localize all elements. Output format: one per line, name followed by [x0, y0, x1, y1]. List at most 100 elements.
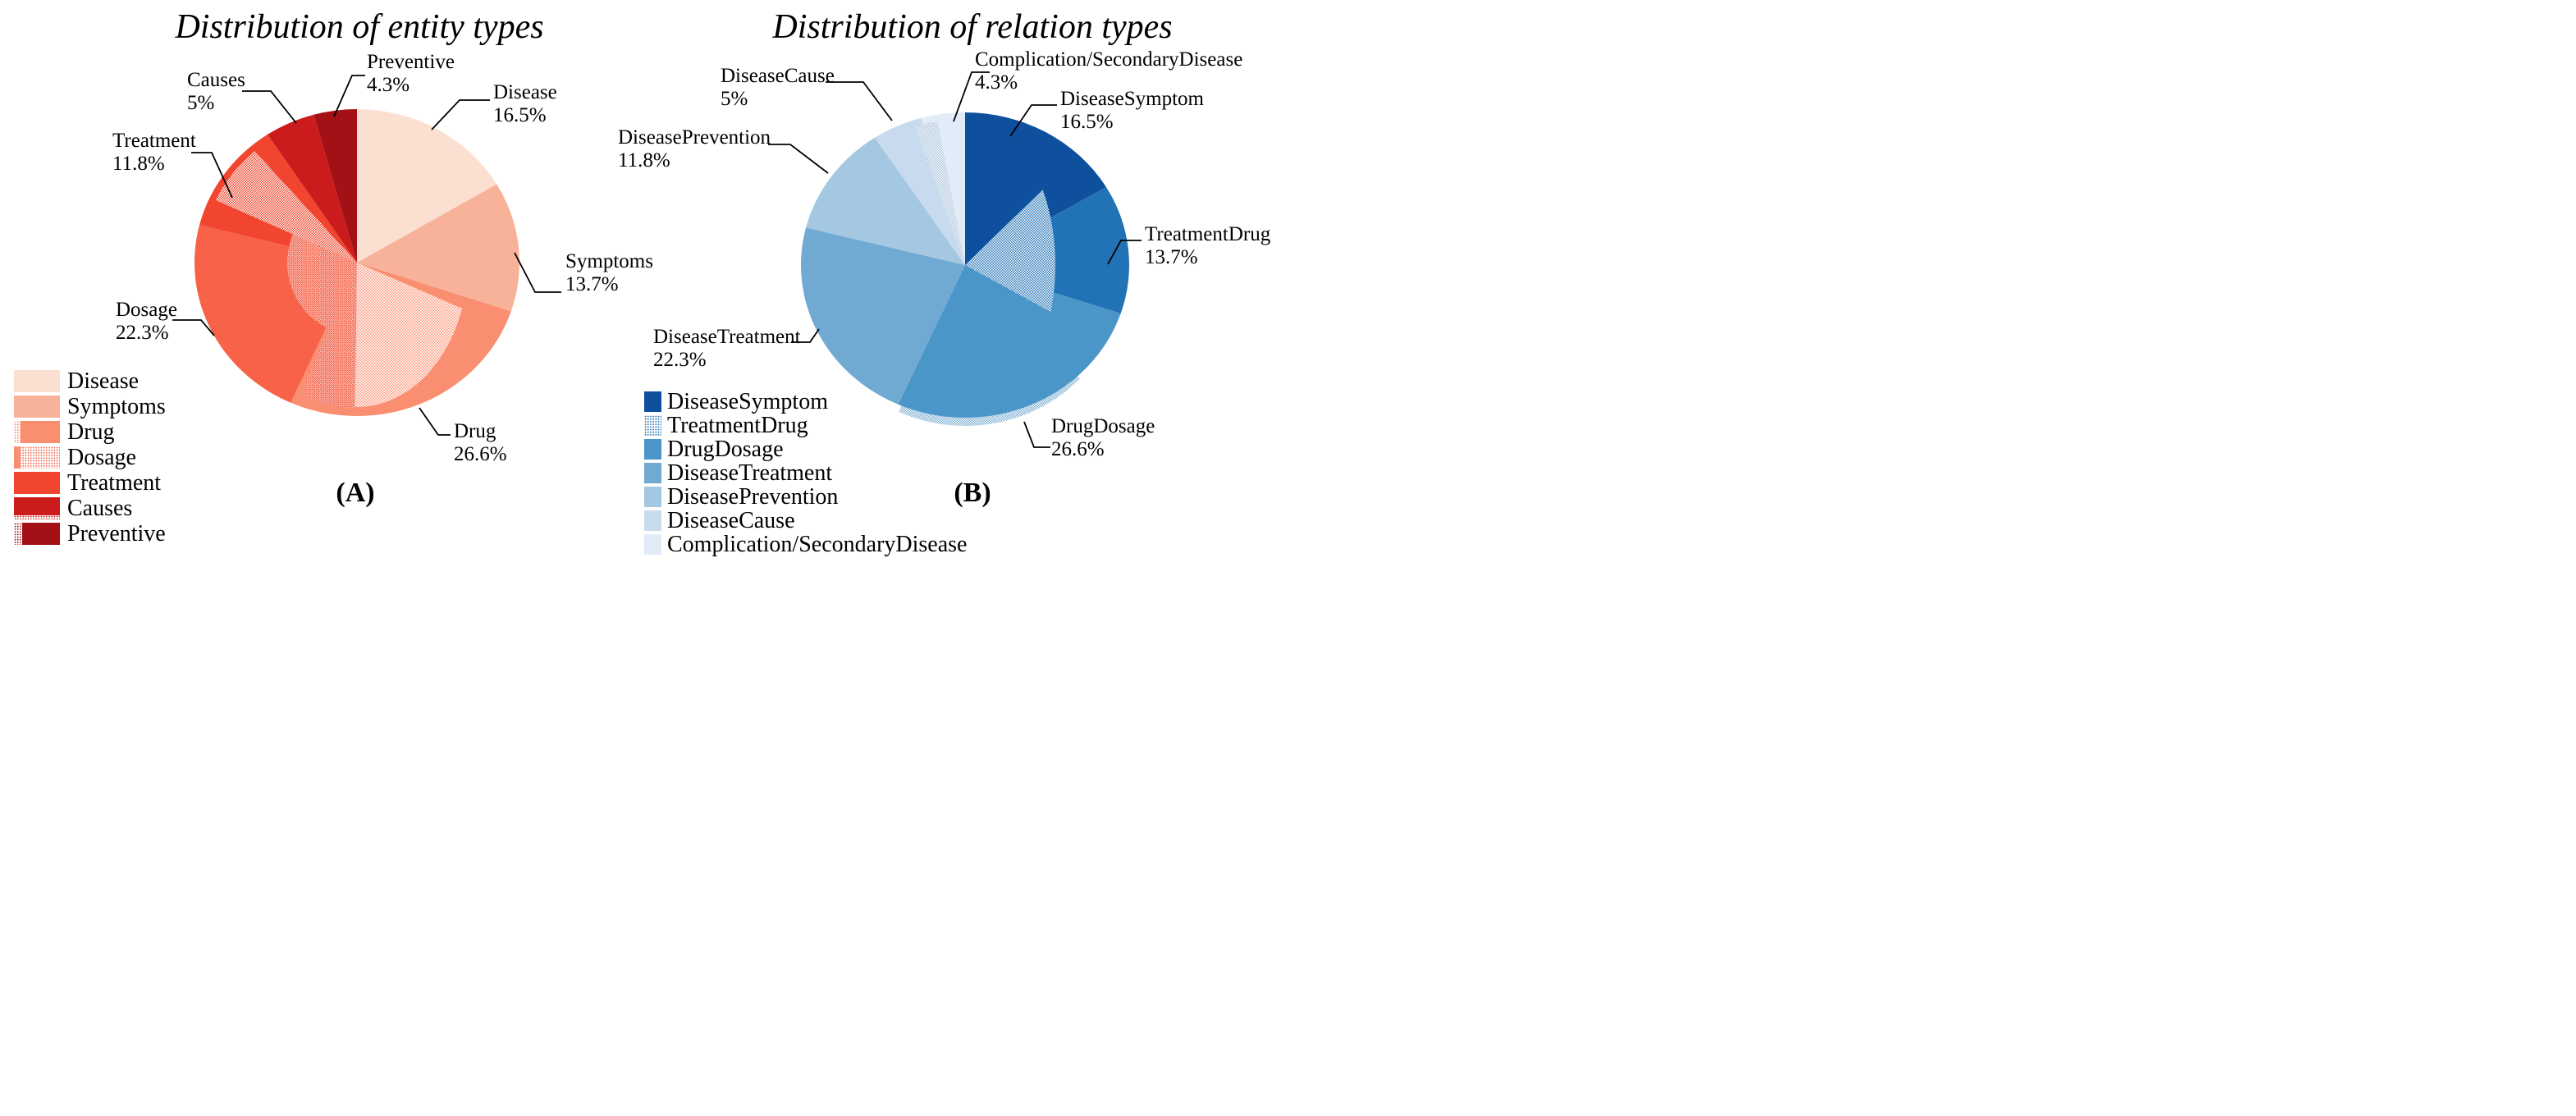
pie-slice-causes [267, 114, 357, 263]
chart-title-entity: Distribution of entity types [175, 8, 544, 46]
legend-label: Disease [67, 368, 140, 394]
legend-swatch [14, 421, 60, 443]
slice-label-name: Symptoms [565, 250, 653, 272]
slice-label-percent: 11.8% [618, 149, 670, 172]
slice-label-name: DiseaseCause [721, 65, 835, 87]
slice-label-percent: 16.5% [493, 104, 547, 126]
leader-line-diseasecause [826, 81, 893, 121]
legend-swatch [14, 396, 60, 418]
slice-label-name: Drug [454, 420, 496, 442]
slice-label-percent: 13.7% [565, 273, 619, 295]
pie-charts-svg [172, 71, 1142, 448]
pie-hatch-overlay [300, 263, 357, 408]
pie-panel-B [768, 71, 1142, 448]
leader-line-diseasesymptom [1009, 104, 1057, 137]
leader-line-diseaseprevention [768, 144, 829, 174]
pie-slice-diseasetreatment [800, 227, 965, 405]
slice-label-percent: 5% [721, 88, 748, 110]
legend-label: Drug [67, 418, 115, 445]
chart-caption-b: (B) [954, 478, 991, 508]
slice-label-complication-secondarydisease: Complication/SecondaryDisease 4.3% [975, 48, 1242, 94]
slice-label-drug: Drug 26.6% [454, 420, 507, 466]
slice-label-diseasetreatment: DiseaseTreatment 22.3% [653, 326, 801, 372]
slice-label-percent: 4.3% [367, 74, 410, 96]
pie-slice-diseaseprevention [806, 137, 965, 265]
figure-canvas: Distribution of entity types Distributio… [0, 0, 1288, 558]
slice-label-treatment: Treatment 11.8% [112, 130, 196, 176]
legend-swatch [644, 439, 661, 460]
pie-slice-preventive [313, 109, 357, 263]
slice-label-percent: 26.6% [454, 443, 507, 465]
leader-line-preventive [333, 75, 365, 117]
slice-label-preventive: Preventive 4.3% [367, 51, 455, 97]
slice-label-name: Complication/SecondaryDisease [975, 48, 1243, 71]
pie-hatch-overlay [915, 121, 965, 265]
legend-label: DiseaseSymptom [667, 388, 828, 414]
slice-label-drugdosage: DrugDosage 26.6% [1051, 415, 1155, 461]
leader-line-causes [242, 90, 297, 124]
legend-swatch [644, 487, 661, 507]
pie-hatch-overlay [286, 231, 357, 329]
slice-label-percent: 5% [187, 92, 215, 114]
leader-line-drug [419, 407, 451, 436]
chart-title-relation: Distribution of relation types [772, 8, 1173, 46]
slice-label-name: DiseaseSymptom [1060, 88, 1204, 110]
slice-label-percent: 16.5% [1060, 111, 1114, 133]
slice-label-percent: 26.6% [1051, 438, 1105, 460]
leader-line-diseasetreatment [791, 328, 820, 343]
slice-label-percent: 22.3% [653, 349, 707, 371]
slice-label-name: TreatmentDrug [1145, 223, 1271, 245]
leader-line-complication-secondarydisease [953, 71, 990, 122]
leader-line-symptoms [514, 252, 561, 293]
leader-line-disease [431, 99, 490, 130]
pie-slice-diseasecause [874, 117, 965, 265]
legend-swatch [644, 391, 661, 412]
pie-slice-diseasesymptom [965, 112, 1106, 265]
slice-label-percent: 22.3% [116, 322, 169, 344]
leader-line-treatmentdrug [1107, 240, 1142, 265]
legend-swatch [644, 415, 661, 436]
slice-label-treatmentdrug: TreatmentDrug 13.7% [1145, 223, 1270, 269]
pie-panel-A [172, 75, 561, 436]
slice-label-disease: Disease 16.5% [493, 81, 557, 127]
legend-label: DiseasePrevention [667, 483, 839, 510]
pie-slice-drugdosage [898, 265, 1121, 418]
legend-swatch [644, 534, 661, 555]
pie-slice-disease [357, 109, 497, 263]
pie-slice-symptoms [357, 184, 519, 312]
pie-hatch-overlay [355, 263, 463, 407]
legend-label: Preventive [67, 520, 166, 547]
legend-label: DiseaseTreatment [667, 460, 833, 486]
legend-swatch [644, 463, 661, 483]
slice-label-name: Treatment [112, 130, 196, 152]
leader-line-dosage [172, 319, 215, 336]
leader-line-treatment [191, 152, 233, 199]
slice-label-diseasesymptom: DiseaseSymptom 16.5% [1060, 88, 1204, 134]
slice-label-name: Preventive [367, 51, 455, 73]
legend-label: Treatment [67, 469, 162, 496]
slice-label-percent: 11.8% [112, 153, 165, 175]
slice-label-symptoms: Symptoms 13.7% [565, 250, 653, 296]
legend-swatch-sliver [14, 523, 22, 545]
slice-label-percent: 4.3% [975, 71, 1018, 94]
legend-label: Symptoms [67, 393, 166, 419]
legend-swatch-sliver [14, 446, 21, 469]
legend-label: Causes [67, 495, 133, 521]
legend-label: TreatmentDrug [667, 412, 808, 438]
pie-hatch-overlay [215, 151, 357, 263]
legend-swatch-sliver [14, 515, 60, 519]
slice-label-percent: 13.7% [1145, 246, 1198, 268]
slice-label-name: Disease [493, 81, 557, 103]
slice-label-diseasecause: DiseaseCause 5% [721, 65, 835, 111]
slice-label-causes: Causes 5% [187, 69, 245, 115]
legend-swatch-sliver [14, 421, 21, 443]
legend-swatch [14, 497, 60, 519]
slice-label-name: Causes [187, 69, 245, 91]
legend-swatch [644, 510, 661, 531]
pie-hatch-overlay [965, 190, 1056, 313]
slice-label-name: DiseasePrevention [618, 126, 771, 149]
legend-swatch [14, 370, 60, 392]
legend-label: DiseaseCause [667, 507, 795, 533]
slice-label-diseaseprevention: DiseasePrevention 11.8% [618, 126, 771, 172]
legend-swatch [14, 523, 60, 545]
